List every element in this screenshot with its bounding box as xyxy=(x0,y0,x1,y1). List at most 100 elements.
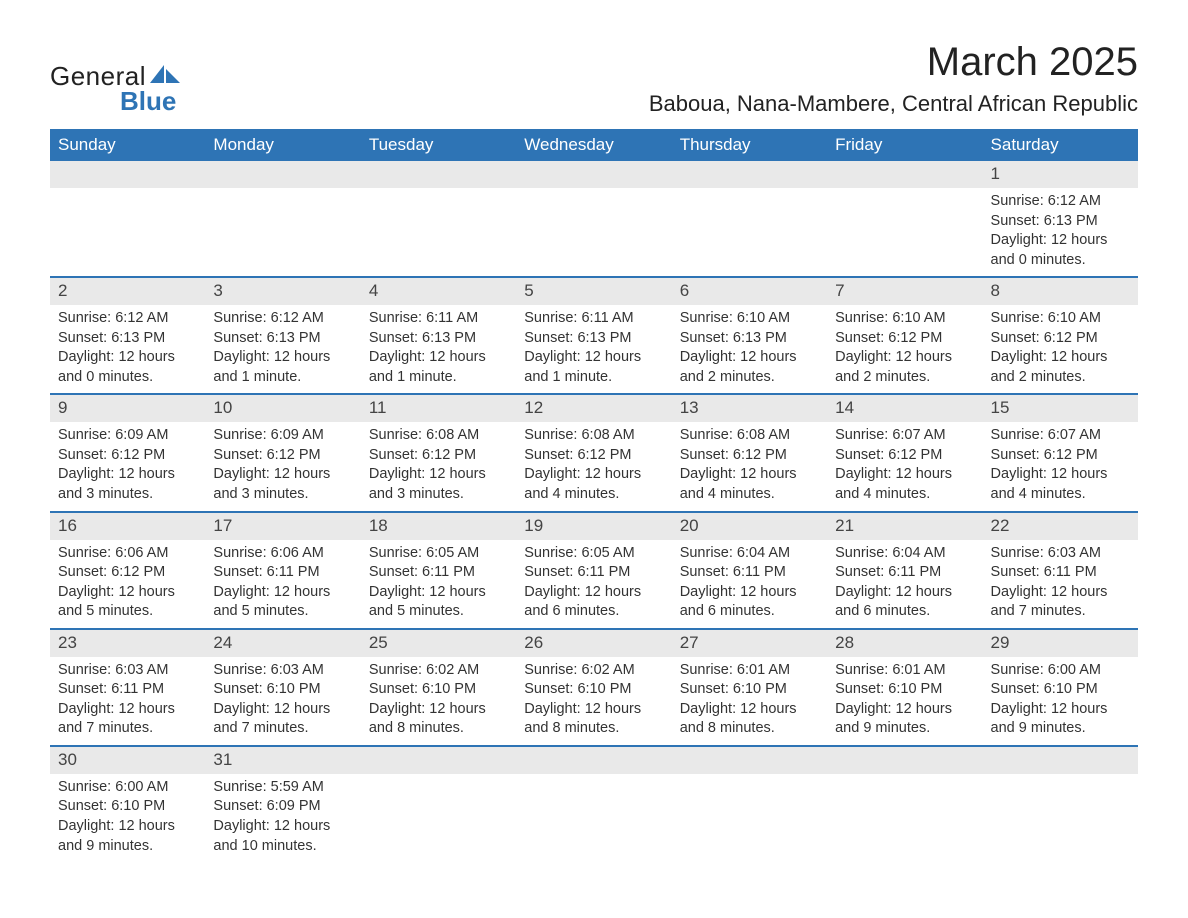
day-detail-cell: Sunrise: 6:09 AMSunset: 6:12 PMDaylight:… xyxy=(205,422,360,511)
day-detail-cell: Sunrise: 6:05 AMSunset: 6:11 PMDaylight:… xyxy=(516,540,671,629)
day-number-cell: 13 xyxy=(672,394,827,422)
day-detail-cell: Sunrise: 6:03 AMSunset: 6:11 PMDaylight:… xyxy=(983,540,1138,629)
day-detail-cell xyxy=(672,188,827,277)
day-detail-cell: Sunrise: 6:10 AMSunset: 6:12 PMDaylight:… xyxy=(983,305,1138,394)
daylight-text: Daylight: 12 hours and 9 minutes. xyxy=(835,700,974,739)
day-detail-cell: Sunrise: 6:10 AMSunset: 6:13 PMDaylight:… xyxy=(672,305,827,394)
day-number-cell xyxy=(516,746,671,774)
daylight-text: Daylight: 12 hours and 9 minutes. xyxy=(58,817,197,856)
page-header: General Blue March 2025 Baboua, Nana-Mam… xyxy=(50,40,1138,117)
sunset-text: Sunset: 6:11 PM xyxy=(369,563,508,583)
daylight-text: Daylight: 12 hours and 2 minutes. xyxy=(680,348,819,387)
daylight-text: Daylight: 12 hours and 0 minutes. xyxy=(58,348,197,387)
sunrise-text: Sunrise: 6:03 AM xyxy=(58,661,197,681)
sunrise-text: Sunrise: 6:03 AM xyxy=(991,544,1130,564)
calendar-body: 1Sunrise: 6:12 AMSunset: 6:13 PMDaylight… xyxy=(50,161,1138,862)
day-header: Tuesday xyxy=(361,129,516,161)
day-number-cell xyxy=(516,161,671,188)
day-number-cell: 16 xyxy=(50,512,205,540)
daylight-text: Daylight: 12 hours and 8 minutes. xyxy=(524,700,663,739)
sunset-text: Sunset: 6:13 PM xyxy=(524,329,663,349)
daylight-text: Daylight: 12 hours and 5 minutes. xyxy=(369,583,508,622)
sunrise-text: Sunrise: 6:11 AM xyxy=(524,309,663,329)
day-number-cell xyxy=(361,746,516,774)
day-number-cell: 21 xyxy=(827,512,982,540)
day-number-cell: 11 xyxy=(361,394,516,422)
day-detail-cell: Sunrise: 6:01 AMSunset: 6:10 PMDaylight:… xyxy=(827,657,982,746)
daylight-text: Daylight: 12 hours and 6 minutes. xyxy=(524,583,663,622)
day-number-cell: 25 xyxy=(361,629,516,657)
day-detail-cell: Sunrise: 6:07 AMSunset: 6:12 PMDaylight:… xyxy=(983,422,1138,511)
day-detail-cell: Sunrise: 6:04 AMSunset: 6:11 PMDaylight:… xyxy=(672,540,827,629)
daylight-text: Daylight: 12 hours and 6 minutes. xyxy=(680,583,819,622)
sunrise-text: Sunrise: 6:09 AM xyxy=(213,426,352,446)
day-detail-cell: Sunrise: 6:11 AMSunset: 6:13 PMDaylight:… xyxy=(361,305,516,394)
day-number-cell: 3 xyxy=(205,277,360,305)
sunset-text: Sunset: 6:12 PM xyxy=(835,446,974,466)
sunset-text: Sunset: 6:12 PM xyxy=(369,446,508,466)
day-detail-cell: Sunrise: 6:12 AMSunset: 6:13 PMDaylight:… xyxy=(50,305,205,394)
sunrise-text: Sunrise: 6:10 AM xyxy=(680,309,819,329)
day-number-cell: 20 xyxy=(672,512,827,540)
day-detail-cell xyxy=(516,188,671,277)
sunset-text: Sunset: 6:09 PM xyxy=(213,797,352,817)
day-detail-cell xyxy=(516,774,671,862)
daylight-text: Daylight: 12 hours and 0 minutes. xyxy=(991,231,1130,270)
day-detail-cell: Sunrise: 6:00 AMSunset: 6:10 PMDaylight:… xyxy=(983,657,1138,746)
daylight-text: Daylight: 12 hours and 3 minutes. xyxy=(58,465,197,504)
sunrise-text: Sunrise: 6:06 AM xyxy=(213,544,352,564)
day-detail-cell: Sunrise: 6:02 AMSunset: 6:10 PMDaylight:… xyxy=(516,657,671,746)
sunset-text: Sunset: 6:10 PM xyxy=(369,680,508,700)
day-number-cell: 5 xyxy=(516,277,671,305)
sunrise-text: Sunrise: 6:07 AM xyxy=(991,426,1130,446)
daylight-text: Daylight: 12 hours and 7 minutes. xyxy=(58,700,197,739)
day-detail-cell: Sunrise: 6:08 AMSunset: 6:12 PMDaylight:… xyxy=(672,422,827,511)
sunset-text: Sunset: 6:12 PM xyxy=(680,446,819,466)
day-number-cell xyxy=(827,161,982,188)
day-header: Friday xyxy=(827,129,982,161)
daylight-text: Daylight: 12 hours and 2 minutes. xyxy=(991,348,1130,387)
day-detail-cell: Sunrise: 6:06 AMSunset: 6:11 PMDaylight:… xyxy=(205,540,360,629)
daynum-row: 1 xyxy=(50,161,1138,188)
day-header: Saturday xyxy=(983,129,1138,161)
sunset-text: Sunset: 6:13 PM xyxy=(58,329,197,349)
sunrise-text: Sunrise: 6:04 AM xyxy=(680,544,819,564)
day-number-cell: 15 xyxy=(983,394,1138,422)
sunset-text: Sunset: 6:12 PM xyxy=(58,563,197,583)
daylight-text: Daylight: 12 hours and 4 minutes. xyxy=(991,465,1130,504)
day-detail-cell: Sunrise: 5:59 AMSunset: 6:09 PMDaylight:… xyxy=(205,774,360,862)
daylight-text: Daylight: 12 hours and 3 minutes. xyxy=(369,465,508,504)
day-number-cell xyxy=(672,161,827,188)
day-number-cell: 27 xyxy=(672,629,827,657)
sunset-text: Sunset: 6:11 PM xyxy=(835,563,974,583)
sunset-text: Sunset: 6:10 PM xyxy=(524,680,663,700)
sunset-text: Sunset: 6:12 PM xyxy=(991,329,1130,349)
day-header: Sunday xyxy=(50,129,205,161)
sunrise-text: Sunrise: 5:59 AM xyxy=(213,778,352,798)
sunset-text: Sunset: 6:12 PM xyxy=(213,446,352,466)
sunset-text: Sunset: 6:10 PM xyxy=(213,680,352,700)
sunset-text: Sunset: 6:12 PM xyxy=(58,446,197,466)
daylight-text: Daylight: 12 hours and 4 minutes. xyxy=(835,465,974,504)
sunrise-text: Sunrise: 6:08 AM xyxy=(369,426,508,446)
sunrise-text: Sunrise: 6:07 AM xyxy=(835,426,974,446)
day-number-cell xyxy=(983,746,1138,774)
daylight-text: Daylight: 12 hours and 2 minutes. xyxy=(835,348,974,387)
sunrise-text: Sunrise: 6:00 AM xyxy=(58,778,197,798)
day-detail-cell: Sunrise: 6:09 AMSunset: 6:12 PMDaylight:… xyxy=(50,422,205,511)
daylight-text: Daylight: 12 hours and 7 minutes. xyxy=(991,583,1130,622)
day-detail-cell xyxy=(205,188,360,277)
sunrise-text: Sunrise: 6:02 AM xyxy=(524,661,663,681)
daynum-row: 2345678 xyxy=(50,277,1138,305)
month-title: March 2025 xyxy=(649,40,1138,85)
day-number-cell: 4 xyxy=(361,277,516,305)
daylight-text: Daylight: 12 hours and 8 minutes. xyxy=(369,700,508,739)
day-number-cell: 7 xyxy=(827,277,982,305)
sunset-text: Sunset: 6:11 PM xyxy=(680,563,819,583)
detail-row: Sunrise: 6:12 AMSunset: 6:13 PMDaylight:… xyxy=(50,188,1138,277)
daylight-text: Daylight: 12 hours and 4 minutes. xyxy=(524,465,663,504)
daynum-row: 3031 xyxy=(50,746,1138,774)
day-header: Wednesday xyxy=(516,129,671,161)
sunrise-text: Sunrise: 6:11 AM xyxy=(369,309,508,329)
daylight-text: Daylight: 12 hours and 7 minutes. xyxy=(213,700,352,739)
